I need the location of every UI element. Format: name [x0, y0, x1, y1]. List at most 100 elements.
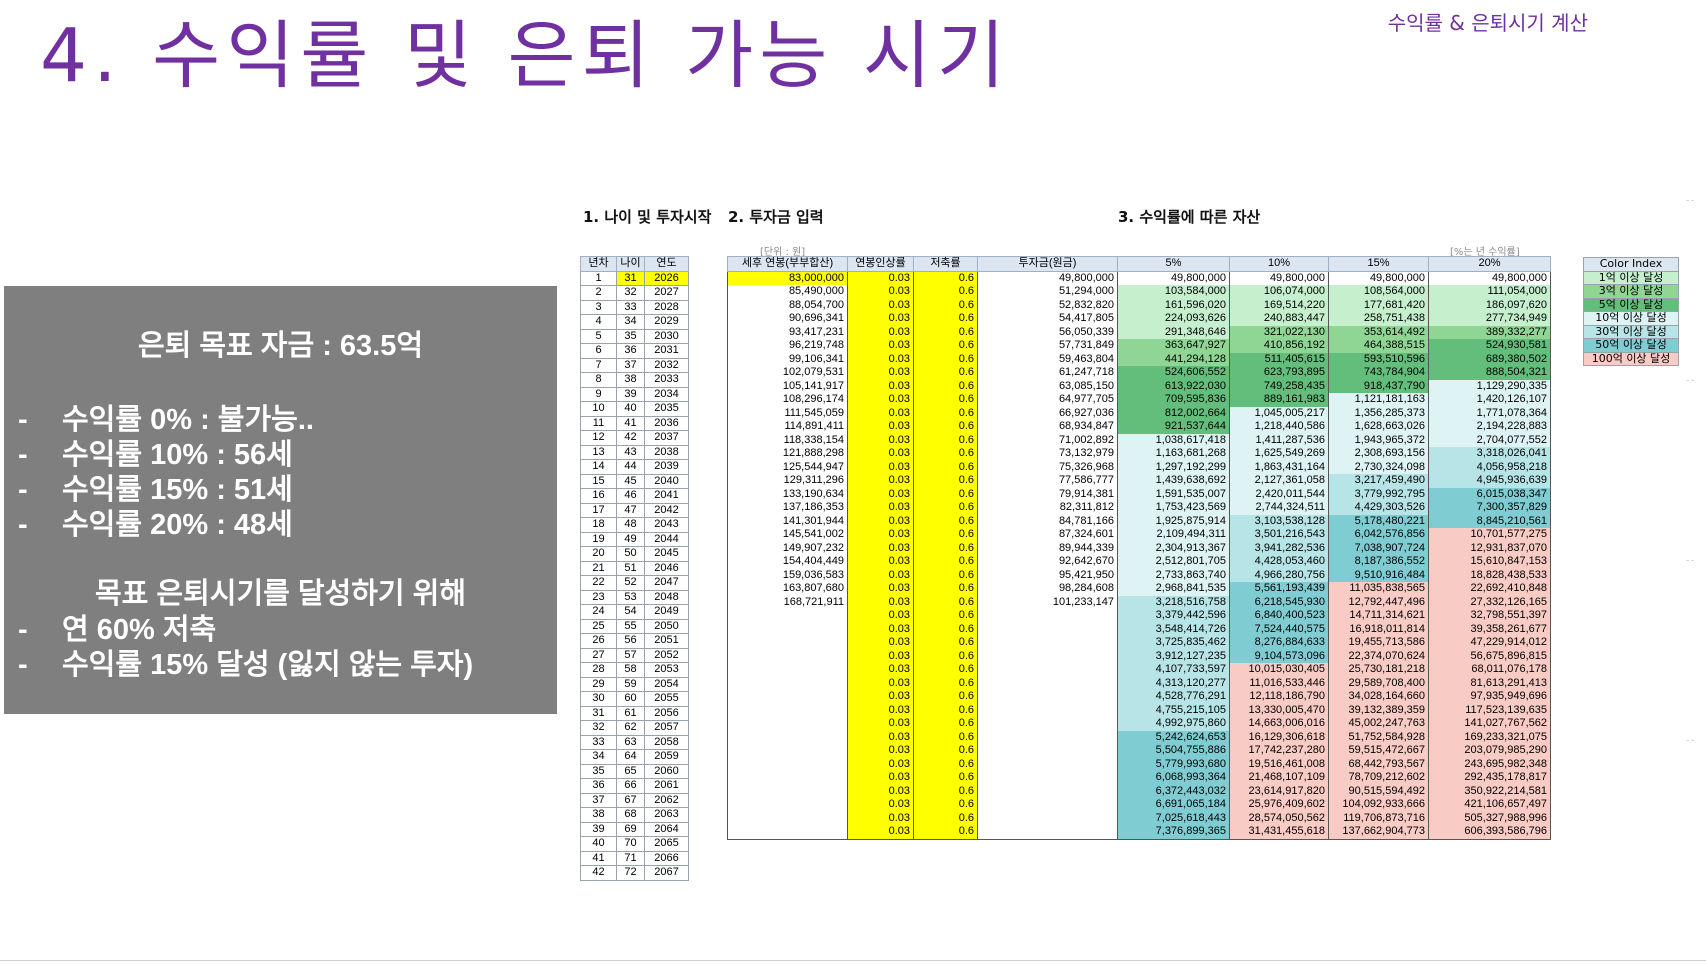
- age-cell: 48: [616, 517, 645, 533]
- year-index-cell: 1: [580, 270, 617, 286]
- asset-10-cell: 240,883,447: [1229, 312, 1329, 326]
- asset-15-cell: 6,042,576,856: [1328, 528, 1429, 542]
- saving-rate-cell: 0.6: [913, 730, 978, 744]
- asset-20-cell: 12,931,837,070: [1428, 541, 1551, 555]
- table-row: 105,141,917 0.03 0.6 63,085,150 613,922,030 7…: [727, 379, 1551, 393]
- asset-5-cell: 6,068,993,364: [1117, 771, 1230, 785]
- principal-cell: 77,586,777: [977, 474, 1118, 488]
- asset-10-cell: 17,742,237,280: [1229, 744, 1329, 758]
- year-cell: 2035: [644, 401, 689, 417]
- asset-10-cell: 31,431,455,618: [1229, 825, 1329, 840]
- asset-15-cell: 22,374,070,624: [1328, 649, 1429, 663]
- age-cell: 72: [616, 865, 645, 881]
- asset-5-cell: 4,313,120,277: [1117, 676, 1230, 690]
- age-cell: 57: [616, 647, 645, 663]
- principal-cell: [977, 771, 1118, 785]
- table-row: 96,219,748 0.03 0.6 57,731,849 363,647,927 41…: [727, 339, 1551, 353]
- asset-20-cell: 6,015,038,347: [1428, 487, 1551, 501]
- asset-20-cell: 141,027,767,562: [1428, 717, 1551, 731]
- saving-rate-cell: 0.6: [913, 609, 978, 623]
- asset-15-cell: 16,918,011,814: [1328, 622, 1429, 636]
- year-cell: 2026: [644, 270, 689, 286]
- age-cell: 53: [616, 589, 645, 605]
- asset-5-cell: 7,025,618,443: [1117, 811, 1230, 825]
- salary-cell: 102,079,531: [727, 366, 848, 380]
- raise-rate-cell: 0.03: [847, 379, 914, 393]
- saving-rate-cell: 0.6: [913, 366, 978, 380]
- age-cell: 34: [616, 314, 645, 330]
- asset-10-cell: 1,045,005,217: [1229, 406, 1329, 420]
- asset-5-cell: 5,779,993,680: [1117, 757, 1230, 771]
- raise-rate-cell: 0.03: [847, 487, 914, 501]
- table-row: 10 40 2035: [580, 401, 689, 417]
- asset-20-cell: 7,300,357,829: [1428, 501, 1551, 515]
- age-cell: 39: [616, 386, 645, 402]
- year-index-cell: 42: [580, 865, 617, 881]
- year-index-cell: 12: [580, 430, 617, 446]
- raise-rate-cell: 0.03: [847, 271, 914, 285]
- year-index-cell: 5: [580, 328, 617, 344]
- year-cell: 2051: [644, 633, 689, 649]
- year-index-cell: 35: [580, 763, 617, 779]
- saving-rate-cell: 0.6: [913, 339, 978, 353]
- asset-5-cell: 161,596,020: [1117, 298, 1230, 312]
- table-row: 26 56 2051: [580, 633, 689, 649]
- table-row: 0.03 0.6 4,313,120,277 11,016,533,446 29,589…: [727, 676, 1551, 690]
- asset-5-cell: 1,163,681,268: [1117, 447, 1230, 461]
- principal-cell: 73,132,979: [977, 447, 1118, 461]
- year-cell: 2029: [644, 314, 689, 330]
- saving-rate-cell: 0.6: [913, 528, 978, 542]
- age-cell: 41: [616, 415, 645, 431]
- asset-5-cell: 4,992,975,860: [1117, 717, 1230, 731]
- asset-15-cell: 1,356,285,373: [1328, 406, 1429, 420]
- asset-20-cell: 97,935,949,696: [1428, 690, 1551, 704]
- asset-15-cell: 5,178,480,221: [1328, 514, 1429, 528]
- saving-rate-cell: 0.6: [913, 420, 978, 434]
- asset-5-cell: 2,304,913,367: [1117, 541, 1230, 555]
- principal-cell: 98,284,608: [977, 582, 1118, 596]
- asset-15-cell: 90,515,594,492: [1328, 784, 1429, 798]
- salary-cell: 96,219,748: [727, 339, 848, 353]
- asset-5-cell: 4,528,776,291: [1117, 690, 1230, 704]
- year-cell: 2053: [644, 662, 689, 678]
- asset-10-cell: 2,744,324,511: [1229, 501, 1329, 515]
- saving-rate-cell: 0.6: [913, 555, 978, 569]
- age-cell: 40: [616, 401, 645, 417]
- age-cell: 66: [616, 778, 645, 794]
- asset-10-cell: 1,411,287,536: [1229, 433, 1329, 447]
- year-cell: 2028: [644, 299, 689, 315]
- table-row: 0.03 0.6 3,548,414,726 7,524,440,575 16,918,…: [727, 622, 1551, 636]
- saving-rate-cell: 0.6: [913, 771, 978, 785]
- plan-line-1: - 수익률 15% 달성 (잃지 않는 투자): [18, 649, 474, 681]
- salary-cell: 145,541,002: [727, 528, 848, 542]
- asset-15-cell: 59,515,472,667: [1328, 744, 1429, 758]
- principal-cell: [977, 636, 1118, 650]
- salary-cell: 129,311,296: [727, 474, 848, 488]
- year-cell: 2046: [644, 560, 689, 576]
- salary-cell: [727, 609, 848, 623]
- principal-cell: 57,731,849: [977, 339, 1118, 353]
- asset-15-cell: 108,564,000: [1328, 285, 1429, 299]
- principal-cell: 71,002,892: [977, 433, 1118, 447]
- table-row: 18 48 2043: [580, 517, 689, 533]
- color-index-item: 1억 이상 달성: [1583, 270, 1679, 285]
- col-header-principal: 투자금(원금): [977, 256, 1118, 272]
- table-row: 25 55 2050: [580, 618, 689, 634]
- raise-rate-cell: 0.03: [847, 312, 914, 326]
- year-cell: 2052: [644, 647, 689, 663]
- year-index-cell: 11: [580, 415, 617, 431]
- age-cell: 62: [616, 720, 645, 736]
- asset-15-cell: 49,800,000: [1328, 271, 1429, 285]
- year-cell: 2037: [644, 430, 689, 446]
- salary-cell: 83,000,000: [727, 271, 848, 285]
- asset-10-cell: 19,516,461,008: [1229, 757, 1329, 771]
- table-row: 20 50 2045: [580, 546, 689, 562]
- table-row: 37 67 2062: [580, 792, 689, 808]
- asset-15-cell: 68,442,793,567: [1328, 757, 1429, 771]
- year-cell: 2063: [644, 807, 689, 823]
- salary-cell: [727, 825, 848, 840]
- year-cell: 2060: [644, 763, 689, 779]
- year-cell: 2049: [644, 604, 689, 620]
- rate-line-2: - 수익률 15% : 51세: [18, 474, 293, 506]
- asset-15-cell: 2,730,324,098: [1328, 460, 1429, 474]
